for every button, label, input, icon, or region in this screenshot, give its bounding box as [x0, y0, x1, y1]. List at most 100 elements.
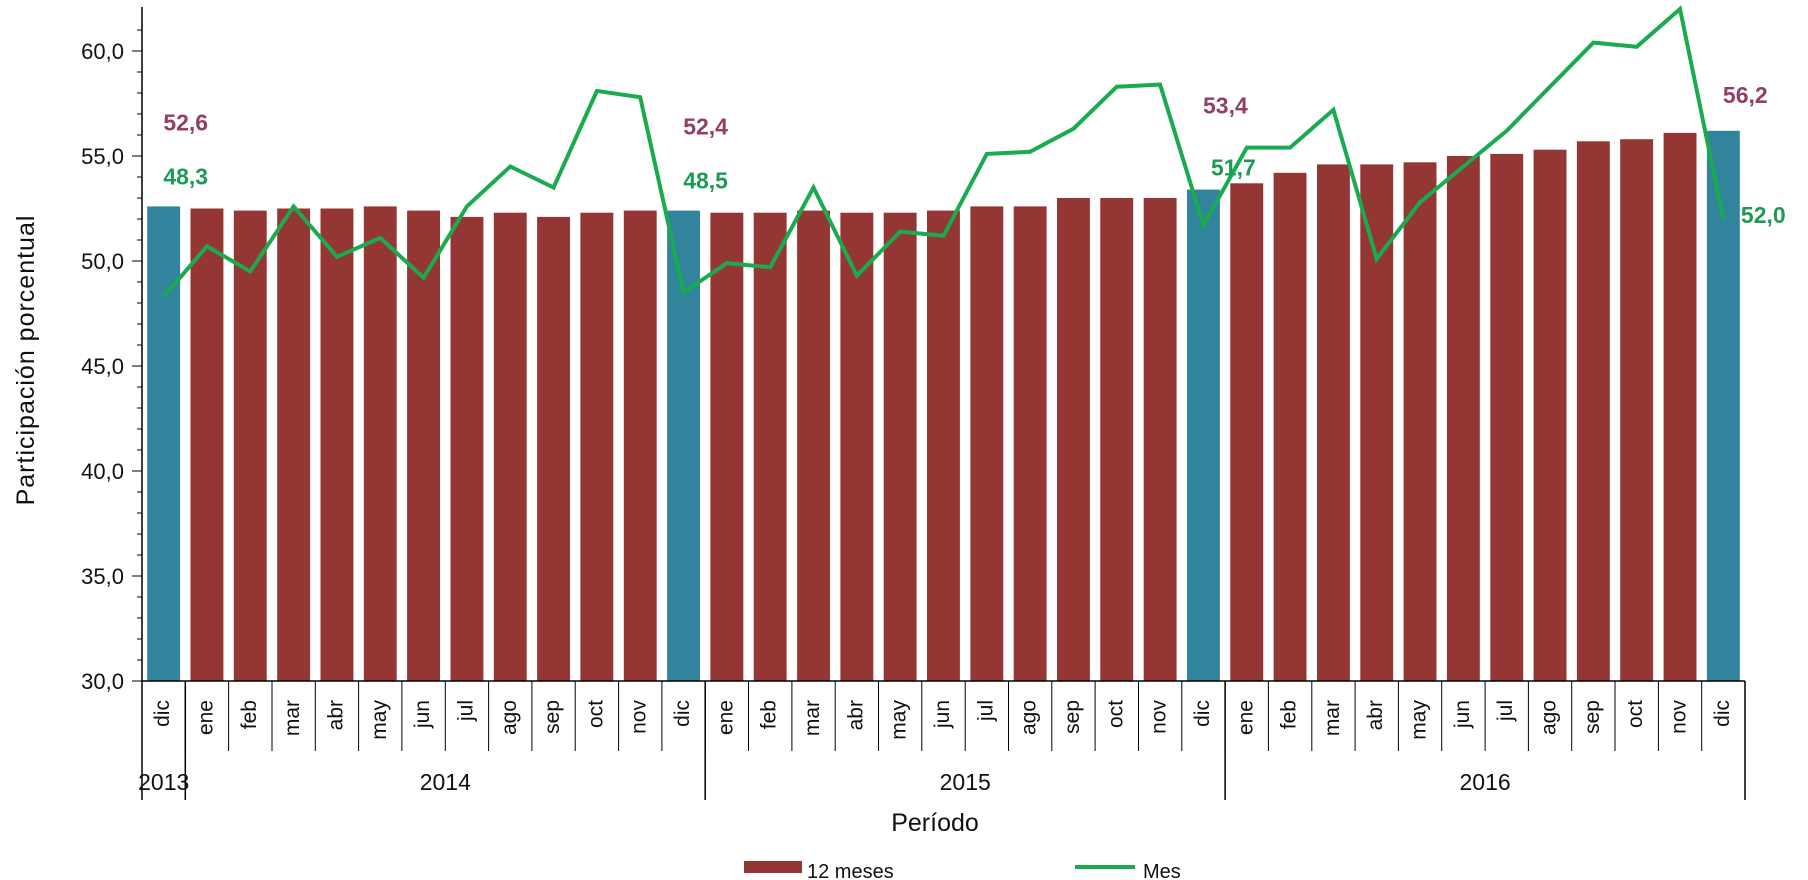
x-tick-label: jul [974, 700, 997, 722]
x-tick-label: feb [238, 700, 261, 729]
x-tick-label: sep [541, 700, 564, 734]
bar-feb-14 [753, 212, 787, 681]
bar-jul-19 [970, 206, 1004, 681]
bar-feb-2 [233, 210, 267, 681]
bar-abr-28 [1360, 164, 1394, 681]
data-label-12-meses-12: 52,4 [683, 114, 728, 140]
x-tick-label: feb [758, 700, 781, 729]
x-tick-label: ago [1538, 700, 1561, 735]
x-tick-label: feb [1278, 700, 1301, 729]
x-tick-label: ene [1234, 700, 1257, 735]
bar-dic-12 [667, 210, 700, 681]
bar-mar-3 [277, 208, 311, 681]
x-tick-label: jun [1451, 700, 1474, 729]
bar-ene-25 [1230, 183, 1264, 682]
bar-may-17 [883, 212, 917, 681]
y-tick-label: 30,0 [81, 669, 124, 694]
bar-mar-27 [1317, 164, 1350, 681]
bar-sep-21 [1057, 198, 1090, 681]
legend-label-12-meses: 12 meses [807, 861, 894, 880]
bar-jun-6 [407, 210, 440, 681]
y-tick-label: 35,0 [81, 564, 124, 589]
bar-dic-24 [1187, 189, 1220, 681]
x-tick-label: dic [151, 700, 174, 727]
bar-feb-26 [1273, 172, 1307, 682]
bar-sep-33 [1576, 141, 1610, 682]
x-tick-label: oct [1624, 700, 1647, 728]
x-tick-label: sep [1581, 700, 1604, 734]
x-axis-title: Período [891, 809, 979, 837]
x-tick-label: abr [844, 700, 867, 730]
bar-nov-35 [1663, 132, 1697, 681]
x-tick-label: ago [1018, 700, 1041, 735]
x-tick-label: dic [1191, 700, 1214, 727]
bar-series [147, 130, 1740, 682]
bar-dic-0 [147, 206, 181, 681]
data-label-12-meses-0: 52,6 [163, 109, 208, 135]
bar-oct-34 [1620, 139, 1654, 681]
x-tick-label: nov [1668, 700, 1691, 734]
bar-dic-36 [1706, 130, 1740, 682]
x-tick-label: may [368, 700, 391, 740]
bar-jul-7 [450, 216, 484, 681]
bar-nov-23 [1143, 198, 1177, 681]
y-tick-label: 45,0 [81, 354, 124, 379]
x-tick-label: abr [325, 700, 348, 730]
x-tick-label: jul [454, 700, 477, 722]
bar-ene-1 [190, 208, 224, 681]
bar-may-5 [363, 206, 397, 681]
x-tick-label: dic [671, 700, 694, 727]
y-axis-title: Participación porcentual [12, 215, 40, 506]
data-label-12-meses-24: 53,4 [1203, 93, 1248, 119]
bar-oct-22 [1100, 198, 1134, 681]
x-tick-label: nov [628, 700, 651, 734]
bar-ene-13 [710, 212, 744, 681]
y-tick-label: 60,0 [81, 39, 124, 64]
x-tick-label: abr [1364, 700, 1387, 730]
data-labels: 52,6 48,3 52,4 48,5 53,4 51,7 56,2 52,0 [163, 82, 1785, 228]
line-series [162, 5, 1726, 299]
y-tick-label: 40,0 [81, 459, 124, 484]
data-label-mes-36: 52,0 [1741, 202, 1786, 228]
x-tick-label: may [888, 700, 911, 740]
bar-oct-10 [580, 212, 614, 681]
bar-ago-20 [1013, 206, 1047, 681]
x-tick-label: nov [1148, 700, 1171, 734]
legend-label-mes: Mes [1143, 861, 1181, 880]
x-tick-label: jun [411, 700, 434, 729]
data-label-mes-0: 48,3 [163, 163, 208, 189]
year-label-2013: 2013 [138, 769, 189, 795]
x-tick-label: dic [1711, 700, 1734, 727]
data-label-mes-24: 51,7 [1211, 155, 1256, 181]
data-label-12-meses-36: 56,2 [1723, 82, 1768, 108]
year-label-2016: 2016 [1460, 769, 1511, 795]
x-tick-label: mar [281, 700, 304, 736]
y-tick-label: 50,0 [81, 249, 124, 274]
year-label-2015: 2015 [940, 769, 991, 795]
y-tick-label: 55,0 [81, 144, 124, 169]
bar-jul-31 [1490, 153, 1524, 681]
bar-ago-8 [493, 212, 527, 681]
x-tick-label: sep [1061, 700, 1084, 734]
x-tick-label: oct [584, 700, 607, 728]
bar-ago-32 [1533, 149, 1567, 681]
data-label-mes-12: 48,5 [683, 168, 728, 194]
bar-sep-9 [537, 216, 570, 681]
year-label-2014: 2014 [420, 769, 471, 795]
x-tick-label: ago [498, 700, 521, 735]
x-tick-label: mar [801, 700, 824, 736]
bar-abr-4 [320, 208, 354, 681]
bar-may-29 [1403, 162, 1437, 682]
legend: 12 meses Mes [744, 861, 1181, 880]
x-tick-label: jul [1494, 700, 1517, 722]
x-tick-label: ene [195, 700, 218, 735]
bar-nov-11 [623, 210, 657, 681]
bar-abr-16 [840, 212, 874, 681]
x-tick-label: may [1408, 700, 1431, 740]
bar-mar-15 [797, 210, 830, 681]
bar-jun-18 [927, 210, 960, 681]
x-tick-label: oct [1104, 700, 1127, 728]
legend-swatch-12-meses [744, 861, 802, 873]
